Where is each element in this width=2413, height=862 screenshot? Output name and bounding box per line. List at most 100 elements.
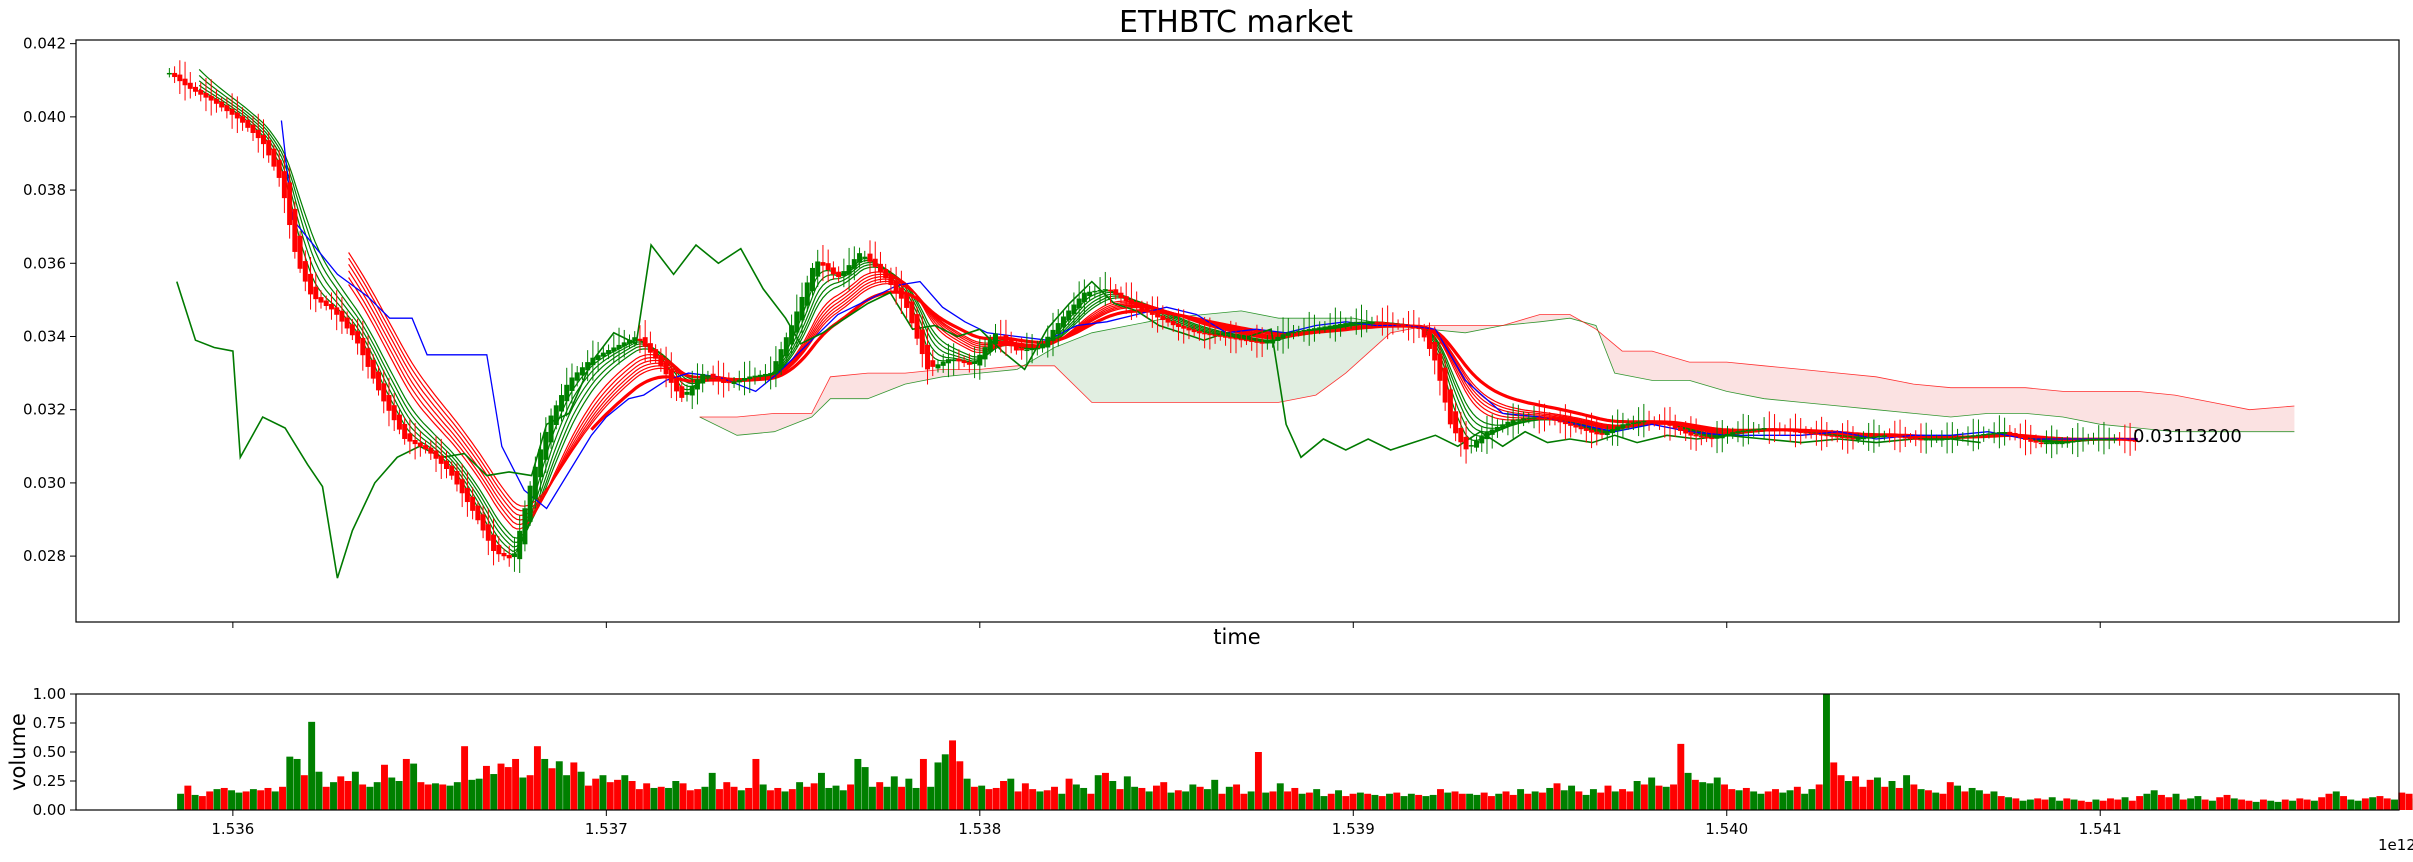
candle-up [789, 325, 795, 345]
candle-up [1714, 437, 1720, 439]
volume-bar [1866, 779, 1874, 810]
candle-down [1541, 417, 1547, 420]
candle-down [1139, 305, 1145, 310]
candle-up [851, 259, 857, 269]
candle-down [459, 479, 465, 494]
candle-down [1824, 434, 1830, 437]
candle-down [423, 445, 429, 450]
candle-down [172, 72, 178, 78]
volume-bar [300, 775, 308, 810]
volume-bar [1138, 787, 1146, 810]
candle-down [663, 361, 669, 375]
candle-down [2007, 431, 2013, 435]
candle-down [1432, 342, 1438, 361]
candle-down [1772, 428, 1778, 430]
candle-down [1599, 433, 1605, 435]
volume-bar [1254, 752, 1262, 810]
volume-bar [1968, 787, 1976, 810]
candle-up [742, 377, 748, 381]
candle-up [1029, 348, 1035, 351]
candle-up [815, 261, 821, 277]
volume-bar [1517, 789, 1525, 810]
candle-up [1510, 420, 1516, 424]
candle-down [1892, 435, 1898, 438]
candle-down [1792, 430, 1798, 433]
volume-bar [2107, 798, 2114, 810]
candle-down [349, 324, 355, 336]
candle-down [1573, 424, 1579, 428]
volume-bar [1983, 793, 1991, 810]
volume-bar [1830, 762, 1838, 810]
volume-bar [446, 785, 454, 810]
candle-up [1474, 440, 1480, 448]
candle-down [240, 116, 246, 123]
volume-bar [2245, 800, 2253, 810]
candle-up [532, 466, 538, 500]
candle-down [1897, 436, 1903, 438]
volume-bars [177, 694, 2413, 810]
candle-down [1583, 428, 1589, 431]
volume-bar [614, 779, 621, 810]
volume-bar [1298, 793, 1306, 810]
volume-bar [220, 787, 228, 810]
volume-bar [337, 776, 345, 810]
volume-bar [1531, 791, 1539, 810]
candle-up [1855, 438, 1861, 440]
candle-down [370, 359, 376, 379]
volume-bar [1196, 786, 1204, 810]
volume-bar [1327, 793, 1335, 810]
candle-up [862, 256, 868, 259]
candle-up [606, 350, 612, 355]
candle-down [381, 383, 387, 402]
volume-bar [774, 787, 782, 810]
candle-up [841, 271, 847, 276]
candle-up [762, 373, 768, 376]
candle-down [1902, 436, 1908, 439]
volume-bar [2085, 801, 2093, 810]
candle-down [318, 297, 324, 303]
volume-bar [1000, 781, 1007, 810]
candle-down [1186, 327, 1192, 331]
candle-up [778, 349, 784, 369]
volume-bar [708, 772, 716, 810]
candle-up [945, 359, 951, 364]
price-y-tick-label: 0.038 [23, 181, 66, 199]
volume-bar [963, 778, 971, 810]
volume-bar [2026, 799, 2034, 810]
candle-up [1327, 325, 1333, 328]
candle-down [308, 273, 314, 295]
volume-bar [1582, 794, 1590, 810]
candle-up [951, 359, 957, 362]
candle-down [1202, 332, 1208, 335]
volume-bar [577, 771, 585, 810]
volume-bar [271, 791, 279, 810]
candle-down [1453, 411, 1459, 434]
candle-down [1887, 435, 1893, 438]
candle-down [1552, 419, 1558, 421]
candle-down [637, 338, 643, 341]
volume-bar [803, 786, 811, 810]
candle-up [632, 337, 638, 342]
volume-bar [526, 775, 534, 810]
candle-down [292, 208, 298, 252]
volume-bar [2398, 792, 2406, 810]
candle-down [1672, 424, 1678, 429]
candle-down [1819, 434, 1825, 436]
candle-down [2127, 439, 2133, 442]
price-y-tick-label: 0.036 [23, 254, 66, 272]
volume-bar [606, 782, 614, 810]
volume-bar [1131, 786, 1139, 810]
candle-down [2038, 442, 2044, 445]
candle-up [1735, 431, 1741, 434]
volume-bar [1444, 792, 1452, 810]
candle-up [1604, 431, 1610, 436]
volume-bar [351, 771, 359, 810]
volume-bar [701, 786, 709, 810]
volume-bar [1852, 776, 1860, 810]
candle-up [590, 357, 596, 366]
volume-bar [1167, 792, 1175, 810]
volume-y-tick-label: 0.25 [33, 772, 66, 790]
volume-bar [293, 758, 301, 810]
candle-up [1500, 424, 1506, 429]
volume-y-tick-label: 0.75 [33, 714, 66, 732]
